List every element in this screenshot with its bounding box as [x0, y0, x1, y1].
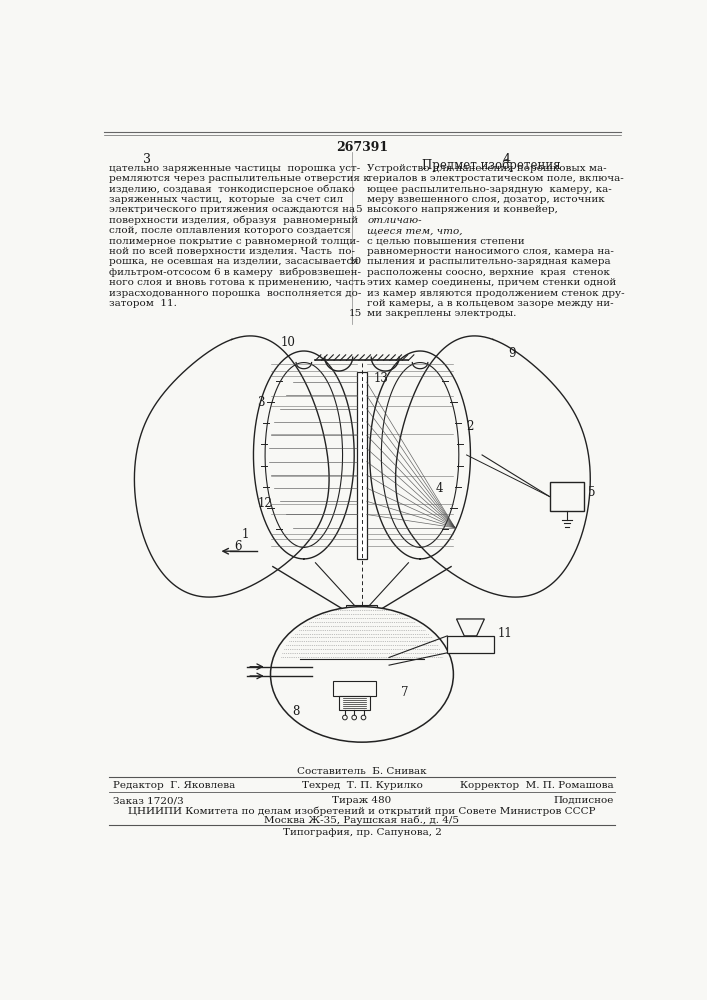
- Text: ной по всей поверхности изделия. Часть  по-: ной по всей поверхности изделия. Часть п…: [110, 247, 356, 256]
- Bar: [333, 681, 375, 696]
- Polygon shape: [457, 619, 484, 636]
- Text: 7: 7: [401, 686, 408, 699]
- Text: Подписное: Подписное: [554, 796, 614, 805]
- Text: пыления и распылительно-зарядная камера: пыления и распылительно-зарядная камера: [368, 257, 611, 266]
- Text: 4: 4: [436, 482, 443, 495]
- Text: затором  11.: затором 11.: [110, 299, 177, 308]
- Bar: [346, 605, 378, 613]
- Text: 11: 11: [498, 627, 513, 640]
- Text: расположены соосно, верхние  края  стенок: расположены соосно, верхние края стенок: [368, 268, 610, 277]
- Bar: [448, 636, 493, 653]
- Text: 13: 13: [373, 372, 388, 385]
- Text: Редактор  Г. Яковлева: Редактор Г. Яковлева: [113, 781, 235, 790]
- Text: равномерности наносимого слоя, камера на-: равномерности наносимого слоя, камера на…: [368, 247, 614, 256]
- Text: 267391: 267391: [336, 141, 388, 154]
- Text: ющее распылительно-зарядную  камеру, ка-: ющее распылительно-зарядную камеру, ка-: [368, 185, 612, 194]
- Text: цательно заряженные частицы  порошка уст-: цательно заряженные частицы порошка уст-: [110, 164, 361, 173]
- Text: 12: 12: [257, 497, 272, 510]
- Circle shape: [343, 715, 347, 720]
- Text: Типография, пр. Сапунова, 2: Типография, пр. Сапунова, 2: [283, 828, 441, 837]
- Text: 15: 15: [349, 309, 362, 318]
- Text: заряженных частиц,  которые  за счет сил: заряженных частиц, которые за счет сил: [110, 195, 344, 204]
- Text: электрического притяжения осаждаются на: электрического притяжения осаждаются на: [110, 205, 356, 214]
- Text: 5: 5: [588, 486, 596, 499]
- Text: из камер являются продолжением стенок дру-: из камер являются продолжением стенок др…: [368, 289, 625, 298]
- Circle shape: [352, 715, 356, 720]
- Text: 10: 10: [281, 336, 296, 349]
- Text: высокого напряжения и конвейер,: высокого напряжения и конвейер,: [368, 205, 561, 214]
- Text: Москва Ж-35, Раушская наб., д. 4/5: Москва Ж-35, Раушская наб., д. 4/5: [264, 815, 460, 825]
- Text: 1: 1: [242, 528, 249, 541]
- Text: слой, после оплавления которого создается: слой, после оплавления которого создаетс…: [110, 226, 351, 235]
- Text: щееся тем, что,: щееся тем, что,: [368, 226, 466, 235]
- Text: поверхности изделия, образуя  равномерный: поверхности изделия, образуя равномерный: [110, 216, 358, 225]
- Text: полимерное покрытие с равномерной толщи-: полимерное покрытие с равномерной толщи-: [110, 237, 360, 246]
- Text: с целью повышения степени: с целью повышения степени: [368, 237, 525, 246]
- Bar: [549, 482, 585, 511]
- Text: отличаю-: отличаю-: [368, 216, 422, 225]
- Text: меру взвешенного слоя, дозатор, источник: меру взвешенного слоя, дозатор, источник: [368, 195, 605, 204]
- Text: гой камеры, а в кольцевом зазоре между ни-: гой камеры, а в кольцевом зазоре между н…: [368, 299, 614, 308]
- Text: 10: 10: [349, 257, 362, 266]
- Text: 3: 3: [143, 153, 151, 166]
- Bar: [339, 696, 370, 710]
- Text: Тираж 480: Тираж 480: [332, 796, 392, 805]
- Text: рошка, не осевшая на изделии, засасывается: рошка, не осевшая на изделии, засасывает…: [110, 257, 359, 266]
- Text: ного слоя и вновь готова к применению, часть: ного слоя и вновь готова к применению, ч…: [110, 278, 366, 287]
- Text: изделию, создавая  тонкодисперсное облако: изделию, создавая тонкодисперсное облако: [110, 185, 355, 194]
- Text: 5: 5: [356, 205, 362, 214]
- Text: 6: 6: [234, 540, 242, 553]
- Text: ЦНИИПИ Комитета по делам изобретений и открытий при Совете Министров СССР: ЦНИИПИ Комитета по делам изобретений и о…: [128, 806, 596, 816]
- Text: фильтром-отсосом 6 в камеру  вибровзвешен-: фильтром-отсосом 6 в камеру вибровзвешен…: [110, 268, 361, 277]
- Text: израсходованного порошка  восполняется до-: израсходованного порошка восполняется до…: [110, 289, 362, 298]
- Text: 9: 9: [508, 347, 516, 360]
- Text: Предмет изобретения: Предмет изобретения: [422, 158, 561, 172]
- Text: Заказ 1720/3: Заказ 1720/3: [113, 796, 184, 805]
- Ellipse shape: [271, 607, 453, 742]
- Text: Устройство для нанесения порошковых ма-: Устройство для нанесения порошковых ма-: [368, 164, 607, 173]
- Text: Корректор  М. П. Ромашова: Корректор М. П. Ромашова: [460, 781, 614, 790]
- Circle shape: [361, 715, 366, 720]
- Text: этих камер соединены, причем стенки одной: этих камер соединены, причем стенки одно…: [368, 278, 617, 287]
- Text: 3: 3: [257, 396, 265, 409]
- Text: териалов в электростатическом поле, включа-: териалов в электростатическом поле, вклю…: [368, 174, 624, 183]
- Text: 8: 8: [292, 705, 300, 718]
- Text: 2: 2: [467, 420, 474, 433]
- Text: 4: 4: [503, 153, 511, 166]
- Text: ми закреплены электроды.: ми закреплены электроды.: [368, 309, 517, 318]
- Text: Техред  Т. П. Курилко: Техред Т. П. Курилко: [301, 781, 422, 790]
- Bar: [357, 372, 367, 559]
- Text: ремляются через распылительные отверстия к: ремляются через распылительные отверстия…: [110, 174, 370, 183]
- Text: Составитель  Б. Снивак: Составитель Б. Снивак: [297, 767, 427, 776]
